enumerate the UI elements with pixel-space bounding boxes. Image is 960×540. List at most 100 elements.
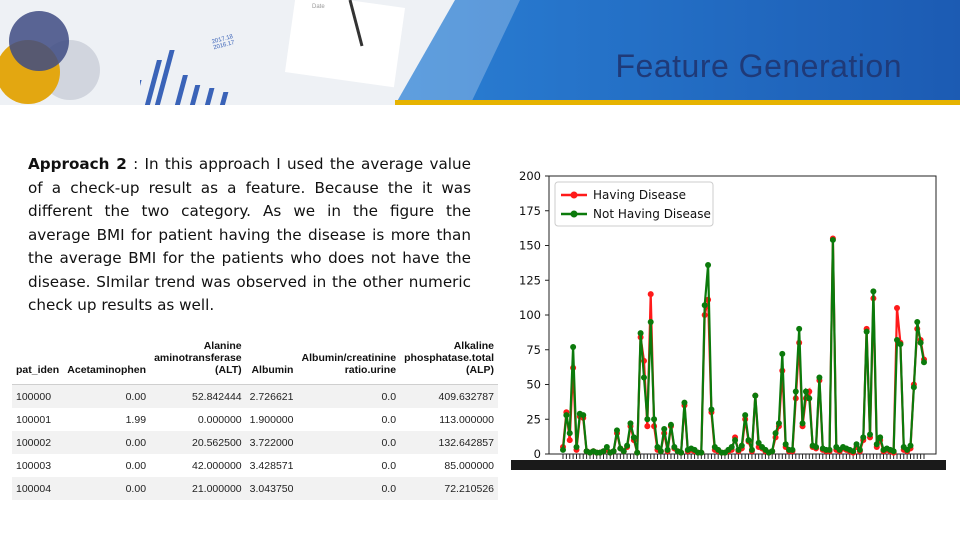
table-cell: 20.562500 [150,431,246,454]
y-tick-label: 200 [519,169,541,183]
data-point [661,425,668,432]
table-cell: 100000 [12,384,64,408]
data-point [775,420,782,427]
slide-title: Feature Generation [615,48,902,84]
approach-heading: Approach 2 [28,155,127,173]
table-header-row: pat_iden Acetaminophen Alanine aminotransfe… [12,338,498,385]
data-point [705,261,712,268]
table-cell: 3.043750 [245,477,298,500]
data-point [732,437,739,444]
column-header-line: pat_iden [16,364,60,376]
table-row: 100002 0.00 20.562500 3.722000 0.0 132.642857 [12,431,498,454]
legend-box [554,181,714,227]
table-body: 100000 0.00 52.842444 2.726621 0.0 409.632787… [12,384,498,500]
data-point [701,302,708,309]
data-point [654,444,661,451]
table-cell: 100003 [16,459,52,472]
table-cell: 0.00 [63,384,151,408]
data-point [580,412,587,419]
table-cell: 100004 [12,477,64,500]
table-cell: 0.0 [297,431,401,454]
data-point [708,406,715,413]
data-point [610,448,617,455]
data-point [877,434,884,441]
data-point [735,446,742,453]
data-point [856,446,863,453]
table-cell: 2.726621 [245,384,298,408]
data-point [742,412,749,419]
approach-body: : In this approach I used the average va… [28,155,472,314]
data-point [792,388,799,395]
tablet-corner-text: Date [312,4,325,10]
data-point [894,305,901,312]
legend-swatch-marker [570,210,578,218]
data-point [799,420,806,427]
data-point [921,359,927,366]
table-cell: 0.00 [63,477,151,500]
table-cell: 42.000000 [192,459,242,472]
column-header: pat_iden [12,338,64,385]
table-row: 100003 0.00 42.000000 3.428571 0.0 85.000000 [12,454,498,477]
y-tick-label: 0 [534,447,541,461]
column-header-line: Albumin/creatinine [301,352,397,364]
data-point [560,446,566,453]
data-point [755,439,762,446]
data-point [644,423,651,430]
data-point [917,339,924,346]
table-cell: 72.210526 [400,477,498,500]
table-cell: 1.99 [125,413,147,426]
data-point [914,318,921,325]
y-tick-label: 150 [519,239,541,253]
approach-paragraph: Approach 2 : In this approach I used the… [28,153,471,318]
data-point [738,442,745,449]
data-point [637,330,644,337]
table-cell: 100002 [12,431,64,454]
data-point [904,446,911,453]
column-header: Alanine aminotransferase (ALT) [150,338,246,385]
data-point [613,427,620,434]
data-point [816,374,823,381]
dataframe-table: pat_iden Acetaminophen Alanine aminotransfe… [12,338,498,500]
column-header-line: aminotransferase [154,352,242,364]
column-header-line: (ALP) [466,364,494,376]
table-cell: 85.000000 [444,459,494,472]
column-header-line: ratio.urine [344,364,397,376]
data-point [640,374,647,381]
data-point [890,448,897,455]
data-point [647,291,654,298]
data-point [806,395,813,402]
data-point [867,431,874,438]
y-tick-label: 50 [526,378,541,392]
y-tick-label: 125 [519,273,541,287]
data-point [873,441,880,448]
data-point [789,446,796,453]
legend-label: Having Disease [593,188,686,202]
data-point [634,449,641,456]
table-cell: 3.428571 [249,459,294,472]
table-cell: 409.632787 [400,384,498,408]
table-cell: 100001 [16,413,52,426]
table-cell: 0.00 [125,459,147,472]
data-point [566,430,573,437]
table-row: 100000 0.00 52.842444 2.726621 0.0 409.632787 [12,384,498,408]
data-point [782,441,789,448]
data-point [779,350,786,357]
column-header-line: phosphatase.total [404,352,494,364]
legend-label: Not Having Disease [593,207,711,221]
data-point [769,448,776,455]
y-tick-label: 100 [519,308,541,322]
data-point [681,399,688,406]
bar-graphic-icon [140,50,229,105]
table-row: 100001 1.99 0.000000 1.900000 0.0 113.000000 [12,408,498,431]
y-tick-label: 175 [519,204,541,218]
data-point [603,444,610,451]
data-point [671,444,678,451]
data-point [748,446,755,453]
data-point [870,288,877,295]
table-cell: 0.0 [381,413,397,426]
header-banner: 2017.18 2016.17 Date Feature Generation [0,0,960,105]
data-point [853,441,860,448]
data-point [897,341,904,348]
data-point [796,325,803,332]
table-cell: 0.000000 [197,413,242,426]
